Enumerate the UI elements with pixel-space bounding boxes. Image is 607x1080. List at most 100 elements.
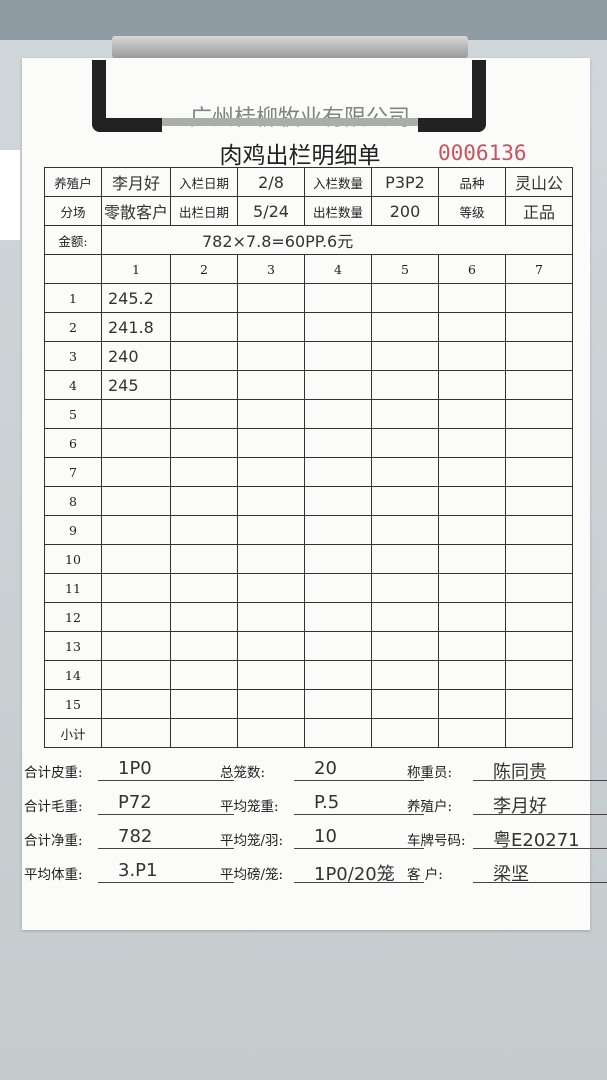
table-row: 9 [44, 515, 573, 545]
weight-cell [371, 660, 439, 690]
weight-cell [101, 428, 171, 458]
weight-cell [101, 602, 171, 632]
weight-cell [170, 370, 238, 400]
weight-cell [237, 370, 305, 400]
weight-cell [371, 457, 439, 487]
weight-cell [371, 515, 439, 545]
summary-label: 平均体重: [24, 867, 83, 883]
table-row: 14 [44, 660, 573, 690]
weight-cell [237, 573, 305, 603]
weight-cell [438, 312, 506, 342]
weight-cell [371, 341, 439, 371]
weight-cell [170, 312, 238, 342]
summary-value: 1P0 [98, 758, 234, 781]
weight-cell [505, 399, 573, 429]
weight-cell [438, 486, 506, 516]
weight-cell [304, 457, 372, 487]
grid-corner [44, 254, 102, 284]
row-label: 4 [44, 370, 102, 400]
farmer-value: 李月好 [101, 167, 171, 197]
summary-label: 平均笼/羽: [220, 833, 284, 849]
weight-cell [170, 457, 238, 487]
weight-cell [304, 486, 372, 516]
amount-label: 金额: [44, 225, 102, 255]
weight-cell [505, 573, 573, 603]
summary-value: 1P0/20笼 [294, 860, 424, 885]
weight-cell [304, 631, 372, 661]
summary-label: 合计净重: [24, 833, 83, 849]
row-label: 15 [44, 689, 102, 719]
weight-cell [371, 544, 439, 574]
weight-cell [170, 515, 238, 545]
weight-cell [101, 544, 171, 574]
row-label: 7 [44, 457, 102, 487]
weight-cell [170, 718, 238, 748]
weight-cell [371, 689, 439, 719]
in-date-label: 入栏日期 [170, 167, 238, 197]
company-name: 广州桂柳牧业有限公司 [150, 100, 450, 132]
in-qty-value: P3P2 [371, 167, 439, 197]
weight-cell [304, 718, 372, 748]
weight-cell [438, 689, 506, 719]
summary-field: 养殖户: 李月好 [407, 792, 607, 817]
summary-value: 10 [294, 826, 424, 849]
summary-field: 合计毛重: P72 [24, 792, 234, 815]
amount-value: 782×7.8=60PP.6元 [101, 225, 573, 255]
weight-cell [304, 544, 372, 574]
table-row: 8 [44, 486, 573, 516]
column-header: 1 [101, 254, 171, 284]
weight-cell [237, 283, 305, 313]
weight-cell [304, 399, 372, 429]
summary-field: 车牌号码: 粤E20271 [407, 826, 607, 851]
column-header: 3 [237, 254, 305, 284]
weight-cell [101, 660, 171, 690]
weight-cell [170, 486, 238, 516]
weight-cell [170, 544, 238, 574]
weight-cell [505, 689, 573, 719]
summary-value: 粤E20271 [473, 826, 607, 851]
side-sticker [0, 150, 20, 240]
table-row: 13 [44, 631, 573, 661]
weight-cell [505, 283, 573, 313]
summary-field: 合计净重: 782 [24, 826, 234, 849]
table-row: 11 [44, 573, 573, 603]
weight-cell [438, 428, 506, 458]
weight-cell [101, 631, 171, 661]
summary-value: 李月好 [473, 792, 607, 817]
in-date-value: 2/8 [237, 167, 305, 197]
row-label: 3 [44, 341, 102, 371]
weight-cell [237, 718, 305, 748]
summary-field: 平均笼/羽: 10 [220, 826, 424, 849]
weight-cell [438, 631, 506, 661]
table-row: 15 [44, 689, 573, 719]
breed-label: 品种 [438, 167, 506, 197]
weight-cell [505, 718, 573, 748]
weight-cell [371, 486, 439, 516]
summary-value: P72 [98, 792, 234, 815]
weight-cell [505, 631, 573, 661]
weight-cell [304, 689, 372, 719]
weight-cell [101, 718, 171, 748]
weight-cell [371, 312, 439, 342]
weight-cell [371, 370, 439, 400]
background-wall [0, 0, 607, 40]
weight-cell [101, 399, 171, 429]
summary-field: 合计皮重: 1P0 [24, 758, 234, 781]
row-label: 14 [44, 660, 102, 690]
summary-label: 合计毛重: [24, 799, 83, 815]
weight-cell [505, 660, 573, 690]
weight-cell [170, 689, 238, 719]
row-label: 9 [44, 515, 102, 545]
row-label: 10 [44, 544, 102, 574]
row-label: 6 [44, 428, 102, 458]
summary-label: 养殖户: [407, 799, 453, 815]
weight-cell [505, 486, 573, 516]
out-qty-label: 出栏数量 [304, 196, 372, 226]
out-date-value: 5/24 [237, 196, 305, 226]
summary-value: 782 [98, 826, 234, 849]
weight-cell [237, 486, 305, 516]
weight-cell [170, 283, 238, 313]
summary-field: 称重员: 陈同贵 [407, 758, 607, 783]
weight-cell [170, 602, 238, 632]
branch-label: 分场 [44, 196, 102, 226]
